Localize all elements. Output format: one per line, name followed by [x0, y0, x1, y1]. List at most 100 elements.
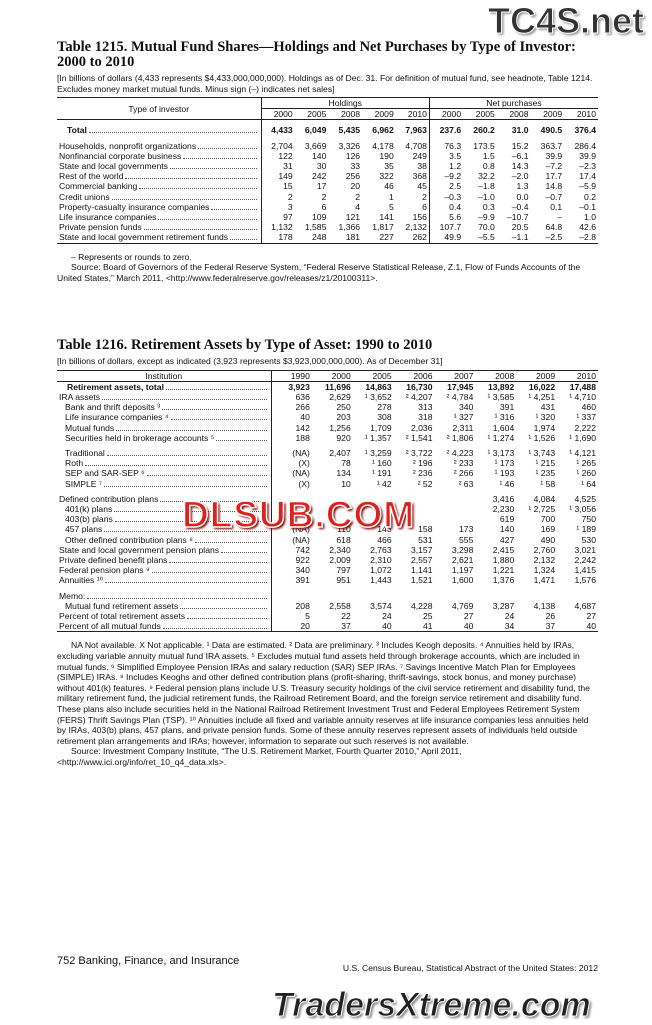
data-cell: 4,708 — [395, 140, 430, 151]
data-cell: 107.7 — [439, 222, 462, 233]
data-cell: 555 — [459, 534, 474, 545]
data-cell: ¹ 58 — [540, 478, 556, 489]
data-cell: 1,366 — [338, 222, 361, 233]
data-cell: 2,340 — [329, 544, 351, 555]
data-cell: 4 — [355, 201, 361, 212]
data-cell: 208 — [295, 600, 310, 611]
data-cell: 1.3 — [516, 181, 529, 192]
data-cell: 181 — [345, 232, 361, 243]
data-cell: 25 — [422, 610, 433, 621]
row-label-cell: Securities held in brokerage accounts ⁵ — [57, 432, 272, 443]
row-label-cell: Federal pension plans ⁹ — [57, 565, 272, 576]
data-cell: 460 — [581, 402, 596, 413]
data-cell: ² 63 — [458, 478, 474, 489]
data-cell: 3,326 — [338, 140, 361, 151]
table-1215-section: Table 1215. Mutual Fund Shares—Holdings … — [57, 40, 598, 283]
leader — [88, 132, 257, 134]
row-label-cell: Other defined contribution plans ⁸ — [57, 534, 272, 545]
data-cell: 1,521 — [410, 575, 433, 586]
row-label-text: Defined contribution plans — [59, 493, 159, 504]
data-cell: 3,923 — [288, 381, 310, 392]
empty-cell — [312, 591, 353, 601]
data-cell: ¹ 316 — [494, 412, 515, 423]
row-label-text: Credit unions — [59, 191, 110, 202]
data-cell: ¹ 3,652 — [364, 391, 392, 402]
data-cell: –0.1 — [579, 201, 596, 212]
leader — [162, 628, 267, 630]
data-cell: 17 — [316, 181, 327, 192]
data-cell: 14,863 — [365, 381, 392, 392]
data-cell: 951 — [336, 575, 351, 586]
header-row: Type of investor Holdings Net purchases — [57, 97, 598, 121]
row-label-text: Traditional — [65, 447, 105, 458]
data-cell: 278 — [377, 402, 392, 413]
row-label-text: 403(b) plans — [65, 514, 113, 525]
data-cell: 4,687 — [574, 600, 596, 611]
leader — [104, 485, 267, 487]
data-cell: ¹ 215 — [535, 458, 556, 469]
row-label: 401(k) plans — [59, 504, 269, 514]
data-cell: 1.5 — [482, 150, 495, 161]
table-row: 457 plans (NA) 110 143 158 173 140 169 ¹ 189 — [57, 524, 598, 535]
data-cell: 3 — [287, 201, 293, 212]
data-cell: 0.1 — [550, 201, 563, 212]
table-row: Nonfinancial corporate business 122 140 126… — [57, 150, 598, 162]
row-label-text: Bank and thrift deposits ³ — [65, 402, 161, 413]
data-cell: 13,892 — [487, 381, 515, 392]
data-cell: 1,324 — [533, 565, 556, 576]
data-cell: ¹ 191 — [372, 468, 392, 479]
data-cell: 2,230 — [492, 503, 515, 514]
year-header: 2007 — [434, 370, 476, 382]
data-cell: 40 — [300, 412, 310, 423]
data-cell: 4,228 — [410, 600, 433, 611]
row-label: State and local government pension plans — [59, 545, 269, 555]
data-cell: ¹ 4,121 — [569, 447, 596, 458]
data-cell: ¹ 3,056 — [569, 503, 596, 514]
row-label-cell: State and local government retirement fu… — [57, 232, 262, 244]
row-label: Commercial banking — [59, 181, 259, 191]
year-header: 2005 — [463, 108, 497, 121]
row-label-cell: Nonfinancial corporate business — [57, 150, 262, 162]
year-header: 2009 — [516, 370, 558, 382]
data-cell: 6 — [321, 201, 327, 212]
data-cell: 16,022 — [528, 381, 556, 392]
data-cell: 24 — [382, 610, 392, 621]
data-cell: 35 — [384, 161, 394, 172]
row-label-text: 457 plans — [65, 524, 103, 535]
data-cell: 32.2 — [478, 171, 495, 182]
data-cell: – — [557, 212, 563, 223]
spacer — [57, 488, 598, 494]
data-cell: –9.2 — [444, 171, 462, 182]
row-label-cell: Mutual funds — [57, 422, 272, 433]
data-cell: 1,604 — [492, 422, 515, 433]
table-head: Institution 1990 2000 2005 2006 2007 2008 2009 2… — [57, 370, 598, 382]
leader — [146, 475, 267, 477]
data-cell: 110 — [337, 524, 351, 535]
data-cell: 2,310 — [370, 554, 392, 565]
data-cell: 2,132 — [395, 222, 430, 233]
data-cell: 6,962 — [372, 125, 394, 136]
data-cell: 26 — [545, 610, 556, 621]
data-cell: 27 — [463, 610, 474, 621]
row-label: Credit unions — [59, 192, 259, 202]
data-cell: 97 — [283, 212, 293, 223]
data-cell: 40 — [463, 621, 474, 632]
table-notes: – Represents or rounds to zero. Source: B… — [57, 252, 598, 284]
row-label-cell: IRA assets — [57, 391, 272, 403]
data-cell: 122 — [278, 150, 293, 161]
data-cell: 466 — [377, 534, 392, 545]
data-cell: 248 — [312, 232, 327, 243]
row-label-cell: Life insurance companies — [57, 212, 262, 223]
data-cell: 340 — [295, 565, 310, 576]
row-label: Rest of the world — [59, 171, 259, 181]
data-cell: 42.6 — [579, 222, 596, 233]
data-cell: –0.7 — [545, 191, 563, 202]
data-cell: 5,435 — [338, 125, 361, 136]
table-1216-section: Table 1216. Retirement Assets by Type of… — [57, 338, 598, 768]
row-label: Households, nonprofit organizations — [59, 141, 259, 151]
row-label: Roth — [59, 458, 269, 468]
data-cell: 368 — [395, 171, 430, 182]
year-header: 2010 — [564, 108, 598, 121]
spacer — [57, 135, 598, 141]
row-label-text: Securities held in brokerage accounts ⁵ — [65, 432, 215, 443]
